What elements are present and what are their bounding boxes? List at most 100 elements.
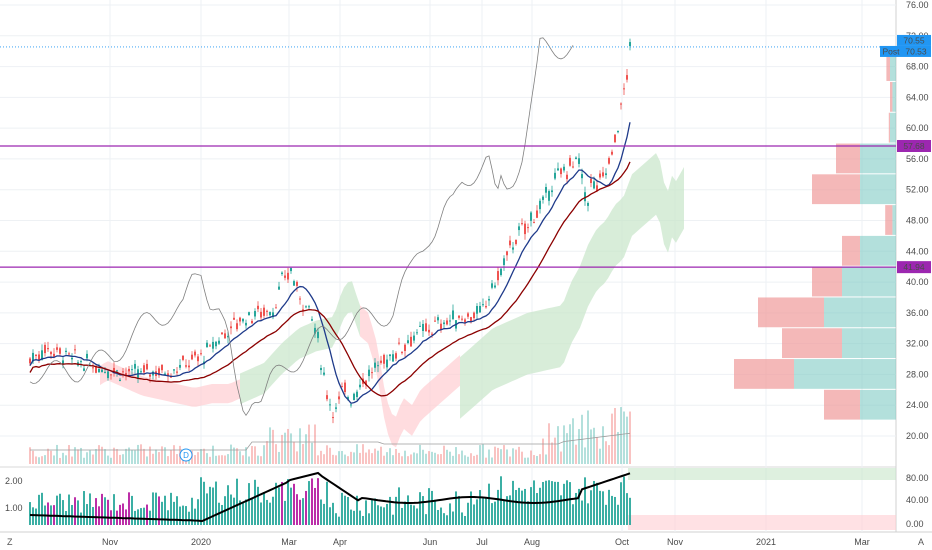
- candle-body: [212, 341, 214, 349]
- candle-body: [239, 317, 241, 322]
- indicator-bar: [602, 491, 604, 525]
- volume-bar: [482, 444, 484, 464]
- candle-body: [35, 354, 37, 357]
- volume-bar: [98, 445, 100, 464]
- indicator-bar: [278, 487, 280, 525]
- candle-body: [542, 196, 544, 200]
- volume-bar: [221, 455, 223, 464]
- volume-bar: [68, 445, 70, 464]
- indicator-bar: [551, 481, 553, 525]
- indicator-bar: [527, 501, 529, 525]
- indicator-bar: [242, 502, 244, 525]
- candle-body: [464, 319, 466, 323]
- volume-bar: [317, 455, 319, 464]
- indicator-bar: [371, 498, 373, 525]
- indicator-bar: [509, 495, 511, 525]
- volume-bar: [356, 444, 358, 464]
- candle-body: [428, 329, 430, 333]
- indicator-bar: [437, 509, 439, 525]
- indicator-bar: [308, 481, 310, 525]
- indicator-bar: [212, 487, 214, 525]
- indicator-bar: [599, 490, 601, 525]
- candle-body: [95, 365, 97, 373]
- volume-profile-down: [888, 112, 890, 143]
- indicator-bar: [413, 505, 415, 525]
- cloud-bearish: [360, 305, 460, 448]
- time-tick-label: Mar: [281, 537, 297, 547]
- indicator-bar: [629, 497, 631, 525]
- indicator-bar: [143, 507, 145, 525]
- candle-body: [440, 323, 442, 330]
- bottom-left-label[interactable]: Z: [7, 537, 13, 547]
- indicator-bar: [233, 497, 235, 525]
- volume-bar: [215, 455, 217, 464]
- volume-bar: [77, 449, 79, 464]
- indicator-bar: [128, 492, 130, 525]
- candle-body: [377, 365, 379, 367]
- candle-body: [29, 358, 31, 364]
- indicator-bar: [83, 491, 85, 525]
- volume-profile-down: [758, 297, 824, 328]
- dividend-marker[interactable]: D: [179, 448, 193, 462]
- indicator-bar: [80, 512, 82, 525]
- candle-body: [578, 158, 580, 164]
- indicator-bar: [167, 510, 169, 525]
- volume-bar: [239, 451, 241, 464]
- candle-body: [146, 363, 148, 370]
- candle-body: [215, 341, 217, 347]
- volume-bar: [101, 446, 103, 464]
- bottom-right-label[interactable]: A: [918, 537, 924, 547]
- indicator-bar: [89, 493, 91, 525]
- volume-bar: [368, 449, 370, 464]
- volume-bar: [50, 450, 52, 464]
- last-price-label: 70.55: [903, 35, 925, 45]
- indicator-bar: [200, 477, 202, 525]
- right-axis[interactable]: [896, 0, 932, 550]
- indicator-bar: [152, 492, 154, 525]
- dividend-marker-circle[interactable]: [179, 448, 193, 462]
- candle-body: [524, 223, 526, 235]
- volume-bar: [530, 450, 532, 464]
- indicator-bar: [584, 477, 586, 525]
- price-tick-label: 68.00: [906, 62, 929, 72]
- price-tick-label: 24.00: [906, 400, 929, 410]
- indicator-bar: [344, 495, 346, 525]
- price-tick-label: 36.00: [906, 308, 929, 318]
- indicator-bar: [497, 489, 499, 525]
- horizontal-levels: [0, 46, 896, 268]
- candle-body: [332, 417, 334, 419]
- candle-body: [230, 326, 232, 329]
- volume-bar: [395, 448, 397, 464]
- candle-body: [143, 365, 145, 373]
- volume-bar: [236, 448, 238, 464]
- time-tick-label: Nov: [667, 537, 684, 547]
- indicator-bar: [293, 483, 295, 525]
- indicator-bar: [386, 503, 388, 525]
- volume-bar: [47, 448, 49, 464]
- candle-body: [119, 379, 121, 382]
- volume-profile-down: [782, 328, 842, 359]
- volume-bar: [446, 449, 448, 464]
- candle-body: [68, 353, 70, 355]
- volume-bar: [95, 449, 97, 464]
- volume-bar: [518, 446, 520, 464]
- volume-bar: [491, 457, 493, 464]
- volume-bar: [413, 452, 415, 464]
- candle-body: [134, 363, 136, 369]
- volume-bar: [386, 452, 388, 464]
- candle-body: [293, 281, 295, 286]
- volume-bar: [227, 454, 229, 464]
- indicator-bar: [29, 502, 31, 525]
- indicator-bar: [461, 512, 463, 525]
- candle-body: [122, 371, 124, 373]
- volume-bar: [107, 455, 109, 464]
- candle-body: [158, 368, 160, 376]
- price-axis-ticks: 76.0072.0068.0064.0060.0056.0052.0048.00…: [906, 0, 929, 441]
- candle-body: [503, 258, 505, 266]
- volume-bar: [224, 455, 226, 464]
- candle-body: [197, 356, 199, 362]
- candle-body: [539, 200, 541, 210]
- candle-body: [587, 202, 589, 206]
- candle-body: [488, 298, 490, 301]
